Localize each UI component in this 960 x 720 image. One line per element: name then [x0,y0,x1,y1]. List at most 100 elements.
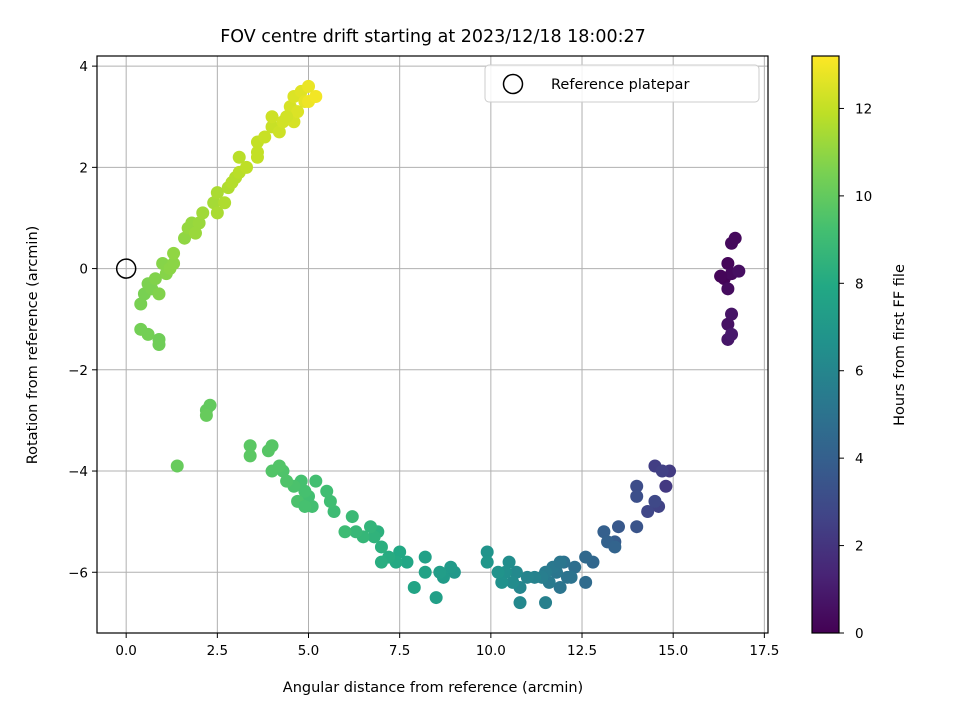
data-point [243,439,257,453]
data-point [721,257,735,271]
plot-frame [96,55,769,634]
data-point [320,484,334,498]
colorbar-tick-label: 2 [855,539,864,555]
x-axis-ticks: 0.0 2.5 5.0 7.5 10.0 12.5 15.0 17.5 [115,633,779,659]
colorbar-tick-label: 10 [855,189,872,205]
y-axis-ticks: −6 −4 −2 0 2 4 [68,59,97,581]
data-point [188,226,202,240]
data-point [167,246,181,260]
colorbar: 0 2 4 6 8 10 12 Hours from first FF file [811,55,908,642]
data-point [218,196,232,210]
data-point [611,520,625,534]
data-point [148,272,162,286]
data-point [367,530,381,544]
colorbar-frame [811,55,840,634]
y-tick-label: 4 [79,59,88,75]
data-point [280,474,294,488]
data-point [152,287,166,301]
y-tick-label: −6 [68,565,88,581]
data-point [338,525,352,539]
y-tick-label: 2 [79,160,88,176]
data-point [491,565,505,579]
data-point [480,545,494,559]
data-point [564,570,578,584]
data-point [418,565,432,579]
data-point [199,408,213,422]
data-point [513,596,527,610]
colorbar-gradient [812,56,839,633]
data-point [630,520,644,534]
data-point [240,160,254,174]
x-axis-label: Angular distance from reference (arcmin) [283,680,583,696]
data-points [134,79,746,610]
colorbar-tick-label: 6 [855,364,864,380]
data-point [553,580,567,594]
data-point [630,489,644,503]
colorbar-tick-label: 4 [855,451,864,467]
data-point [265,439,279,453]
colorbar-label: Hours from first FF file [892,264,908,426]
data-point [374,540,388,554]
grid [97,56,768,633]
data-point [393,545,407,559]
y-tick-label: −4 [68,464,88,480]
y-tick-label: 0 [79,262,88,278]
data-point [630,479,644,493]
data-point [374,555,388,569]
x-tick-label: 15.0 [658,643,688,659]
legend-label: Reference platepar [551,77,689,93]
data-point [170,459,184,473]
y-axis-label: Rotation from reference (arcmin) [25,226,41,465]
data-point [480,555,494,569]
data-point [152,332,166,346]
y-tick-label: −2 [68,363,88,379]
data-point [721,317,735,331]
legend: Reference platepar [484,64,760,103]
reference-platepar-marker [115,258,137,279]
data-point [721,282,735,296]
legend-marker [502,73,524,95]
x-tick-label: 17.5 [749,643,779,659]
data-point [345,510,359,524]
data-point [272,125,286,139]
data-point [309,89,323,103]
x-tick-label: 2.5 [207,643,228,659]
x-tick-label: 0.0 [115,643,136,659]
data-point [258,130,272,144]
data-point [509,565,523,579]
data-point [502,555,516,569]
data-point [364,520,378,534]
data-point [579,575,593,589]
data-point [349,525,363,539]
data-point [243,449,257,463]
data-point [232,150,246,164]
colorbar-tick-label: 12 [855,101,872,117]
data-point [418,550,432,564]
legend-box [484,64,760,103]
data-point [265,110,279,124]
data-point [539,596,553,610]
data-point [167,257,181,271]
data-point [302,79,316,93]
data-point [597,525,611,539]
data-point [429,591,443,605]
data-point [280,110,294,124]
x-tick-label: 5.0 [298,643,319,659]
data-point [298,499,312,513]
data-point [506,575,520,589]
data-point [265,464,279,478]
data-point [725,327,739,341]
data-point [444,560,458,574]
data-point [323,494,337,508]
data-point [400,555,414,569]
data-point [210,206,224,220]
x-tick-label: 10.0 [476,643,506,659]
data-point [210,186,224,200]
data-point [207,196,221,210]
data-point [608,540,622,554]
data-point [192,216,206,230]
data-point [714,269,728,283]
x-tick-label: 12.5 [567,643,597,659]
data-point [553,555,567,569]
